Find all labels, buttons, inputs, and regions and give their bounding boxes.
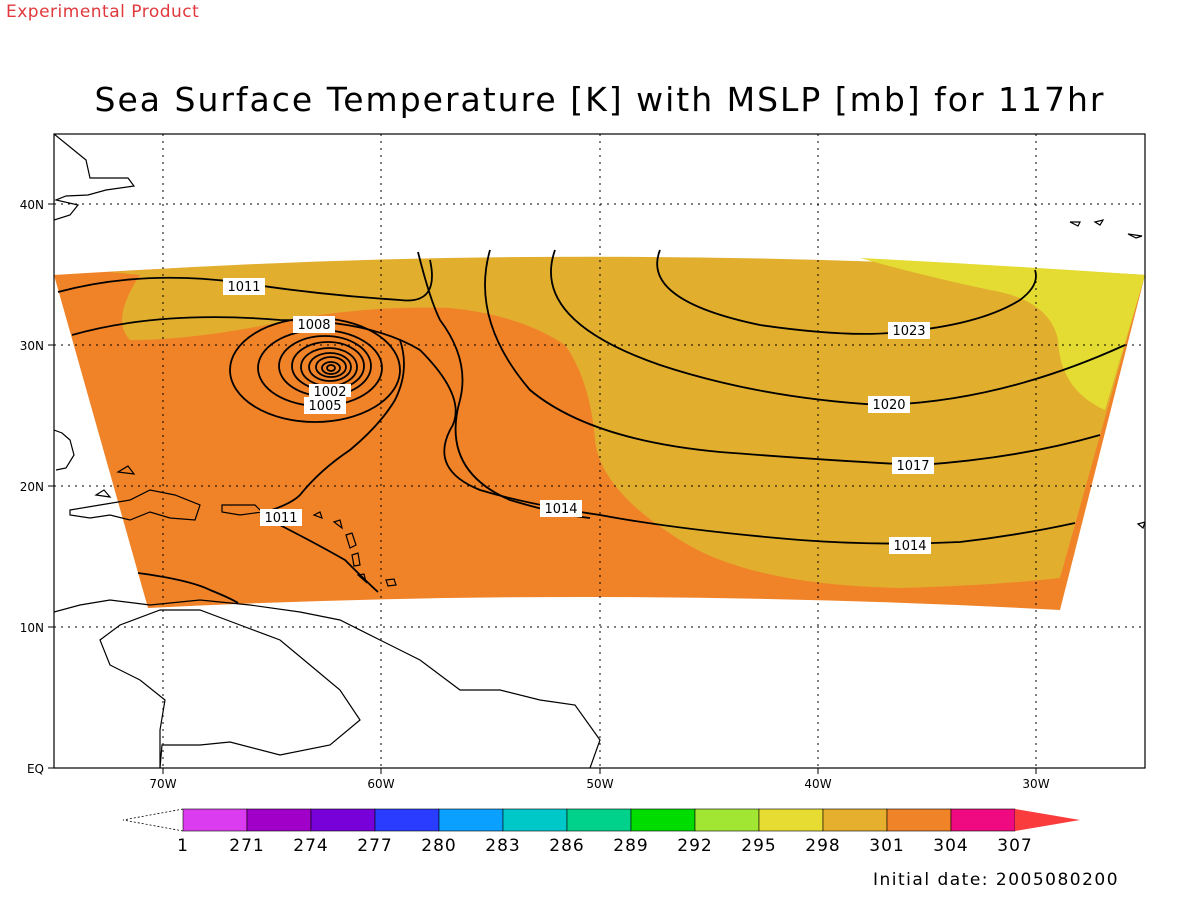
isobar-label: 1023 [892,324,925,339]
hurricane-ring-8 [321,361,341,375]
isobar-label: 1011 [227,280,260,295]
isobar-label: 1014 [893,539,926,554]
north-america-coast [54,134,136,221]
colorbar-label: 286 [549,836,584,856]
florida-coast [54,429,75,471]
colorbar-underflow-arrow [122,808,184,832]
isobar-label: 1005 [308,399,341,414]
isobar-label: 1011 [264,511,297,526]
isobars [57,249,1126,604]
isobar-1014-inner [417,251,591,519]
colorbar-swatch [758,808,824,832]
colorbar-label: 274 [293,836,328,856]
isobar-1011-mid [261,339,405,514]
axis-ticks [48,203,1037,774]
colorbar-swatch [566,808,632,832]
lat-lon-grid [54,134,1145,768]
isobar-1011-north [57,259,433,302]
colorbar-label: 271 [229,836,264,856]
colorbar-swatch [438,808,504,832]
colorbar-swatch [502,808,568,832]
isobar-labels: 1011 1008 1005 1002 1023 1020 1017 1014 … [223,278,934,554]
colorbar-swatch [630,808,696,832]
colorbar-overflow-arrow [1015,809,1080,831]
isobar-1023 [656,249,1037,335]
colorbar-label: 295 [741,836,776,856]
isobar-1011-west [137,572,239,604]
experimental-product-label: Experimental Product [6,2,200,22]
isobar-label: 1020 [872,398,905,413]
lat-tick-label: 30N [20,339,44,353]
colorbar-swatch [182,808,248,832]
lon-tick-label: 60W [367,777,394,791]
isobar-label: 1017 [896,459,929,474]
lat-tick-label: EQ [27,762,44,776]
lat-tick-label: 20N [20,480,44,494]
colorbar-label: 307 [997,836,1032,856]
isobar-1020 [550,249,1126,406]
colorbar-swatch [886,808,952,832]
colorbar: 1 271 274 277 280 283 286 289 292 295 298 301 304 307 [122,808,1080,856]
colorbar-label: 280 [421,836,456,856]
colorbar-swatch [374,808,440,832]
colorbar-swatch [822,808,888,832]
colorbar-label: 292 [677,836,712,856]
lat-tick-label: 10N [20,621,44,635]
south-america-coast [54,599,601,768]
map-title: Sea Surface Temperature [K] with MSLP [m… [94,80,1106,119]
coastlines [54,134,1145,768]
lon-tick-label: 70W [149,777,176,791]
isobar-label: 1008 [297,318,330,333]
isobar-1011-south [259,514,379,593]
longitude-labels: 70W 60W 50W 40W 30W [149,777,1049,791]
lat-tick-label: 40N [20,198,44,212]
colorbar-swatch [246,808,312,832]
hurricane-ring-9 [326,364,336,372]
colorbar-label: 283 [485,836,520,856]
colorbar-label: 301 [869,836,904,856]
lesser-antilles [312,511,397,587]
colorbar-label: 277 [357,836,392,856]
initial-date-label: Initial date: 2005080200 [873,870,1120,890]
caribbean-islands [69,465,264,521]
colorbar-swatch [950,808,1016,832]
lon-tick-label: 30W [1022,777,1049,791]
hurricane-ring-7 [315,356,347,378]
colorbar-label: 298 [805,836,840,856]
colorbar-label: 1 [177,836,189,856]
colorbar-label: 289 [613,836,648,856]
sst-mid-region [110,256,1145,588]
colorbar-swatch [694,808,760,832]
map-plot-area: 1011 1008 1005 1002 1023 1020 1017 1014 … [54,134,1145,768]
lon-tick-label: 50W [586,777,613,791]
isobar-1017 [484,249,1101,466]
sst-cool-region [860,258,1145,410]
azores-islands [1069,219,1145,530]
lon-tick-label: 40W [804,777,831,791]
isobar-label: 1014 [544,502,577,517]
colorbar-label: 304 [933,836,968,856]
hurricane-ring-6 [308,352,352,382]
isobar-label: 1002 [313,385,346,400]
colorbar-swatch [310,808,376,832]
latitude-labels: EQ 10N 20N 30N 40N [20,198,44,776]
